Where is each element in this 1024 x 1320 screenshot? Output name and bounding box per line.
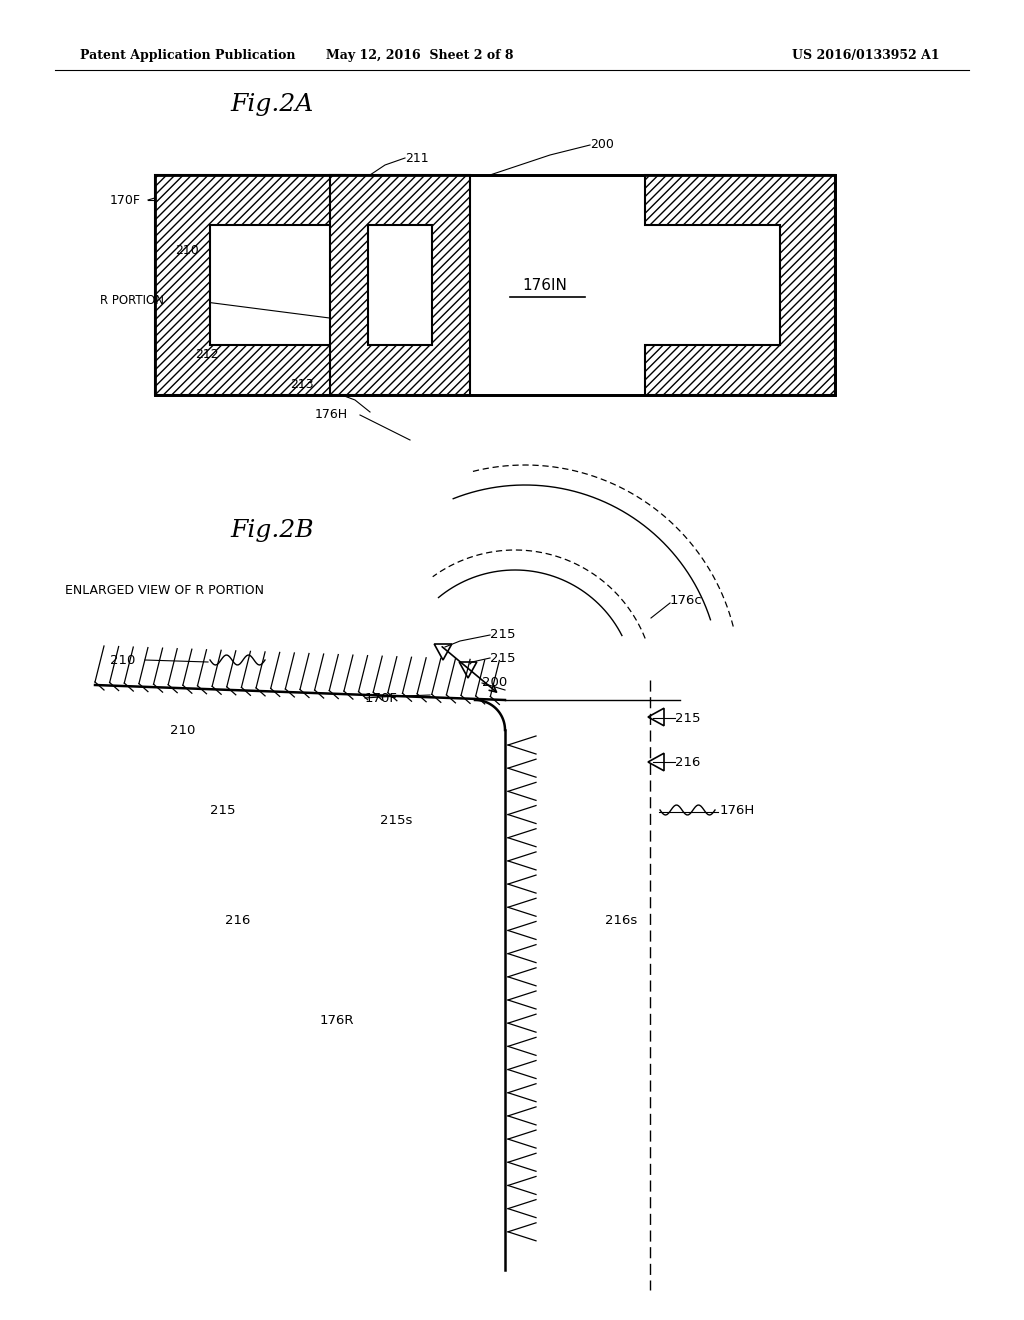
Text: 211: 211 xyxy=(406,152,429,165)
Text: 216: 216 xyxy=(225,913,251,927)
Bar xyxy=(155,176,835,395)
Bar xyxy=(155,176,835,395)
Text: 176R: 176R xyxy=(319,1014,354,1027)
Bar xyxy=(330,176,470,395)
Text: 215s: 215s xyxy=(380,813,413,826)
Text: 210: 210 xyxy=(175,243,199,256)
Text: 215: 215 xyxy=(490,628,515,642)
Text: 215: 215 xyxy=(210,804,236,817)
Text: 213: 213 xyxy=(290,379,313,392)
Text: 176IN: 176IN xyxy=(522,277,567,293)
Text: Patent Application Publication: Patent Application Publication xyxy=(80,49,296,62)
Text: 176c: 176c xyxy=(670,594,702,606)
Text: May 12, 2016  Sheet 2 of 8: May 12, 2016 Sheet 2 of 8 xyxy=(327,49,514,62)
Polygon shape xyxy=(645,176,835,395)
Text: ENLARGED VIEW OF R PORTION: ENLARGED VIEW OF R PORTION xyxy=(65,583,264,597)
Text: Fig.2B: Fig.2B xyxy=(230,519,313,541)
Bar xyxy=(368,224,432,345)
Text: 210: 210 xyxy=(170,723,196,737)
Text: 215: 215 xyxy=(675,711,700,725)
Text: 170F: 170F xyxy=(110,194,141,206)
Text: 216s: 216s xyxy=(605,913,637,927)
Text: Fig.2A: Fig.2A xyxy=(230,94,313,116)
Text: US 2016/0133952 A1: US 2016/0133952 A1 xyxy=(793,49,940,62)
Text: 212: 212 xyxy=(195,348,219,362)
Text: 200: 200 xyxy=(590,139,613,152)
Polygon shape xyxy=(155,176,345,395)
Text: 200: 200 xyxy=(482,676,507,689)
Text: 216: 216 xyxy=(675,755,700,768)
Text: 210: 210 xyxy=(110,653,135,667)
Text: 170F: 170F xyxy=(365,692,398,705)
Text: 176H: 176H xyxy=(720,804,756,817)
Text: 215: 215 xyxy=(490,652,515,664)
Text: R PORTION: R PORTION xyxy=(100,293,164,306)
Text: 176H: 176H xyxy=(315,408,348,421)
